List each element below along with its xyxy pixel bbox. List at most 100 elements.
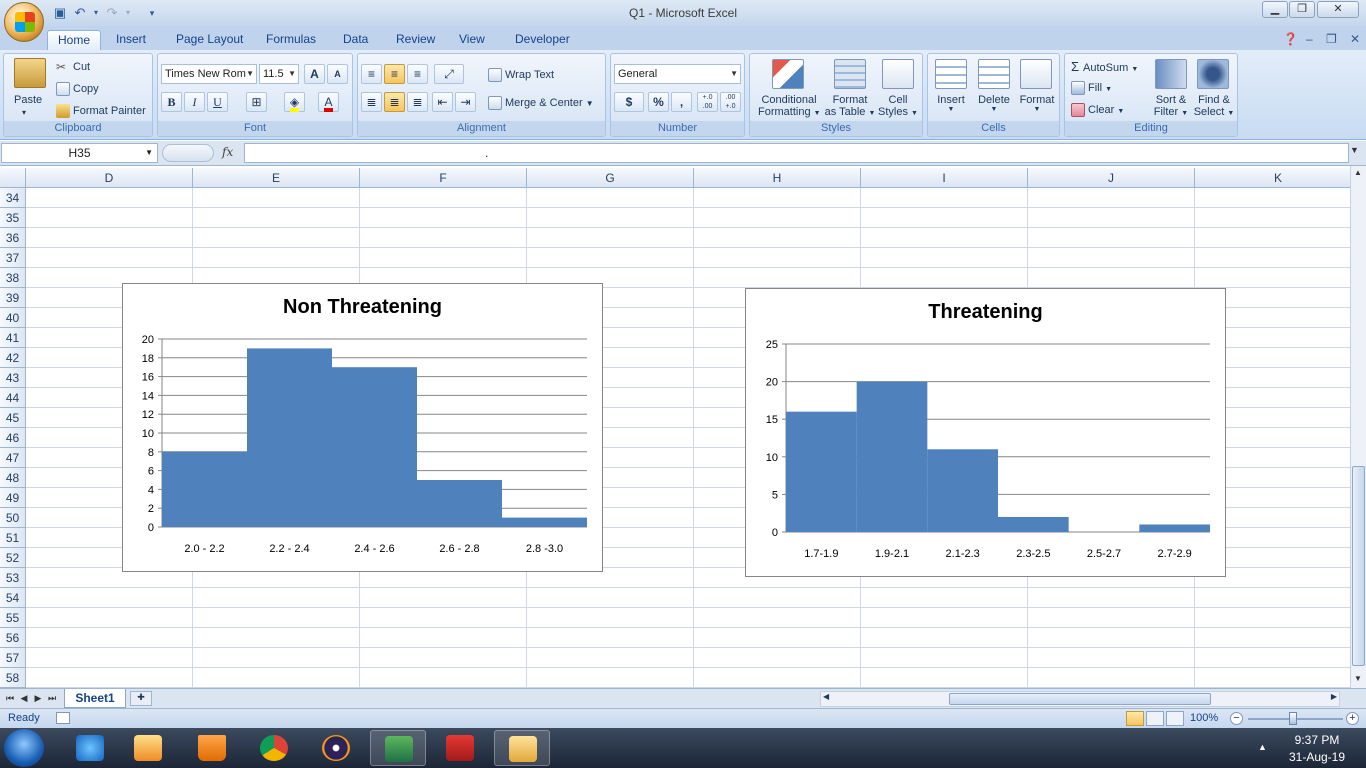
row-header[interactable]: 58 bbox=[0, 668, 26, 688]
align-right-button[interactable]: ≣ bbox=[407, 92, 428, 112]
prev-sheet-icon[interactable]: ◀ bbox=[20, 693, 28, 703]
cell-styles-button[interactable]: Cell Styles ▼ bbox=[876, 94, 920, 118]
last-sheet-icon[interactable]: ⏭ bbox=[47, 693, 57, 703]
decrease-indent-button[interactable]: ⇤ bbox=[432, 92, 453, 112]
chart-non-threatening[interactable]: Non Threatening 0 2 4 6 8 10 12 14 16 18 20 2.0 - 2… bbox=[122, 283, 603, 572]
autosum-button[interactable]: Σ AutoSum ▼ bbox=[1071, 59, 1138, 74]
file-explorer-icon[interactable] bbox=[494, 730, 550, 766]
horizontal-scroll-thumb[interactable] bbox=[949, 693, 1211, 705]
bold-button[interactable]: B bbox=[161, 92, 182, 112]
copy-button[interactable]: Copy bbox=[56, 82, 99, 96]
paste-button[interactable]: Paste bbox=[14, 94, 43, 106]
row-header[interactable]: 46 bbox=[0, 428, 26, 448]
underline-button[interactable]: U bbox=[207, 92, 228, 112]
align-bottom-button[interactable]: ≡ bbox=[407, 64, 428, 84]
row-header[interactable]: 38 bbox=[0, 268, 26, 288]
conditional-formatting-icon[interactable] bbox=[772, 59, 804, 89]
merge-center-button[interactable]: Merge & Center ▼ bbox=[488, 96, 594, 110]
page-layout-view-icon[interactable] bbox=[1146, 711, 1164, 726]
save-icon[interactable]: ▣ bbox=[53, 5, 67, 20]
scroll-right-icon[interactable]: ▶ bbox=[1330, 692, 1337, 701]
zoom-slider-thumb[interactable] bbox=[1289, 712, 1297, 725]
column-header[interactable]: J bbox=[1028, 168, 1195, 188]
zoom-out-icon[interactable]: − bbox=[1230, 712, 1243, 725]
format-cells-icon[interactable] bbox=[1020, 59, 1052, 89]
row-header[interactable]: 42 bbox=[0, 348, 26, 368]
undo-dropdown-icon[interactable]: ▾ bbox=[93, 8, 98, 17]
row-header[interactable]: 39 bbox=[0, 288, 26, 308]
tab-data[interactable]: Data bbox=[343, 32, 369, 46]
customize-toolbar-icon[interactable]: ▾ bbox=[149, 8, 155, 18]
vertical-scrollbar[interactable]: ▲ ▼ bbox=[1350, 166, 1366, 688]
increase-indent-button[interactable]: ⇥ bbox=[455, 92, 476, 112]
font-name-select[interactable]: Times New Rom ▼ bbox=[161, 64, 257, 84]
ribbon-minimize-icon[interactable]: – bbox=[1306, 32, 1313, 46]
show-hidden-icons-icon[interactable]: ▲ bbox=[1258, 742, 1267, 752]
scroll-left-icon[interactable]: ◀ bbox=[823, 692, 830, 701]
increase-decimal-button[interactable]: +.0 .00 bbox=[697, 92, 718, 112]
column-header[interactable]: K bbox=[1195, 168, 1350, 188]
find-select-button[interactable]: Find & Select ▼ bbox=[1191, 94, 1237, 118]
maximize-button[interactable]: ❐ bbox=[1289, 1, 1315, 18]
tab-review[interactable]: Review bbox=[396, 32, 436, 46]
wrap-text-button[interactable]: Wrap Text bbox=[488, 68, 554, 82]
column-header[interactable]: D bbox=[26, 168, 193, 188]
redo-dropdown-icon[interactable]: ▾ bbox=[125, 8, 130, 17]
media-player-icon[interactable] bbox=[120, 730, 176, 766]
start-button[interactable] bbox=[4, 729, 44, 767]
eclipse-icon[interactable] bbox=[308, 730, 364, 766]
grow-font-button[interactable]: A bbox=[304, 64, 325, 84]
row-header[interactable]: 35 bbox=[0, 208, 26, 228]
name-box[interactable]: H35 ▼ bbox=[1, 143, 158, 163]
font-size-select[interactable]: 11.5 ▼ bbox=[259, 64, 299, 84]
column-header[interactable]: H bbox=[694, 168, 861, 188]
number-format-select[interactable]: General ▼ bbox=[614, 64, 741, 84]
row-header[interactable]: 40 bbox=[0, 308, 26, 328]
clock-date[interactable]: 31-Aug-19 bbox=[1288, 750, 1346, 764]
orientation-button[interactable]: ⤢ bbox=[434, 64, 464, 84]
internet-explorer-icon[interactable] bbox=[62, 730, 118, 766]
row-header[interactable]: 44 bbox=[0, 388, 26, 408]
sort-filter-icon[interactable] bbox=[1155, 59, 1187, 89]
align-center-button[interactable]: ≣ bbox=[384, 92, 405, 112]
acrobat-icon[interactable] bbox=[432, 730, 488, 766]
clear-button[interactable]: Clear ▼ bbox=[1071, 103, 1124, 117]
select-all-button[interactable] bbox=[0, 168, 26, 188]
insert-sheet-icon[interactable]: ✚ bbox=[130, 691, 152, 706]
tab-home[interactable]: Home bbox=[47, 30, 102, 50]
decrease-decimal-button[interactable]: .00 +.0 bbox=[720, 92, 741, 112]
shrink-font-button[interactable]: A bbox=[327, 64, 348, 84]
column-header[interactable]: I bbox=[861, 168, 1028, 188]
office-button[interactable] bbox=[4, 2, 44, 42]
page-break-view-icon[interactable] bbox=[1166, 711, 1184, 726]
delete-cells-button[interactable]: Delete ▼ bbox=[973, 94, 1015, 113]
column-header[interactable]: G bbox=[527, 168, 694, 188]
tab-insert[interactable]: Insert bbox=[116, 32, 147, 46]
close-button[interactable]: ✕ bbox=[1317, 1, 1359, 18]
help-icon[interactable]: ❓ bbox=[1283, 32, 1298, 46]
vertical-scroll-thumb[interactable] bbox=[1352, 466, 1365, 666]
borders-button[interactable]: ⊞ bbox=[246, 92, 267, 112]
zoom-in-icon[interactable]: + bbox=[1346, 712, 1359, 725]
row-header[interactable]: 45 bbox=[0, 408, 26, 428]
normal-view-icon[interactable] bbox=[1126, 711, 1144, 726]
worksheet-grid[interactable]: D E F G H I J K 34 35 36 37 38 39 40 41 42 43 44 45… bbox=[0, 168, 1350, 688]
row-header[interactable]: 54 bbox=[0, 588, 26, 608]
minimize-button[interactable]: ▁ bbox=[1262, 1, 1288, 18]
row-header[interactable]: 36 bbox=[0, 228, 26, 248]
row-header[interactable]: 52 bbox=[0, 548, 26, 568]
format-as-table-button[interactable]: Format as Table ▼ bbox=[824, 94, 876, 118]
ribbon-restore-icon[interactable]: ❐ bbox=[1326, 32, 1337, 46]
cell-styles-icon[interactable] bbox=[882, 59, 914, 89]
column-header[interactable]: E bbox=[193, 168, 360, 188]
sort-filter-button[interactable]: Sort & Filter ▼ bbox=[1149, 94, 1193, 118]
chrome-icon[interactable] bbox=[246, 730, 302, 766]
cut-button[interactable]: ✂ Cut bbox=[56, 60, 90, 74]
row-header[interactable]: 50 bbox=[0, 508, 26, 528]
tab-view[interactable]: View bbox=[459, 32, 485, 46]
row-header[interactable]: 41 bbox=[0, 328, 26, 348]
formula-input[interactable]: . bbox=[244, 143, 1349, 163]
excel-icon[interactable] bbox=[370, 730, 426, 766]
chart-threatening[interactable]: Threatening 0 5 10 15 20 25 1.7-1.9 1.9-2.1 2.1-… bbox=[745, 288, 1226, 577]
first-sheet-icon[interactable]: ⏮ bbox=[5, 693, 15, 703]
